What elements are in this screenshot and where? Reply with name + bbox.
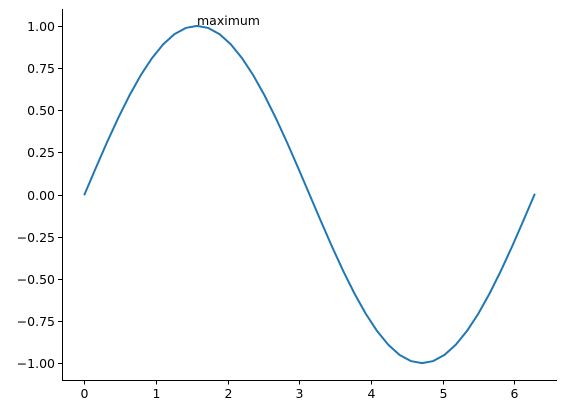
x-tick-label: 5 [440, 386, 448, 401]
y-tick-label: 0.75 [27, 61, 55, 76]
x-tick-label: 3 [296, 386, 304, 401]
y-tick-label: −0.75 [17, 314, 55, 329]
y-tick-label: −1.00 [17, 356, 55, 371]
series-line-0 [83, 24, 536, 365]
y-tick-label: 0.50 [27, 103, 55, 118]
x-tick-label: 6 [511, 386, 519, 401]
x-tick-label: 1 [153, 386, 161, 401]
y-tick-label: −0.50 [17, 272, 55, 287]
y-tick-label: 1.00 [27, 19, 55, 34]
y-tick-label: −0.25 [17, 230, 55, 245]
axis-layer: 0 1 2 3 4 5 6 1.00 0.75 0.50 0.25 0.00 −0.25 −0.50 −0.… [17, 9, 557, 401]
x-tick-label: 2 [225, 386, 233, 401]
y-tick-label: 0.25 [27, 145, 55, 160]
y-tick-label: 0.00 [27, 188, 55, 203]
annotation-layer: maximum [197, 13, 260, 28]
x-tick-label: 4 [368, 386, 376, 401]
annotation-label: maximum [197, 13, 260, 28]
x-tick-label: 0 [81, 386, 89, 401]
series-layer [83, 24, 536, 365]
